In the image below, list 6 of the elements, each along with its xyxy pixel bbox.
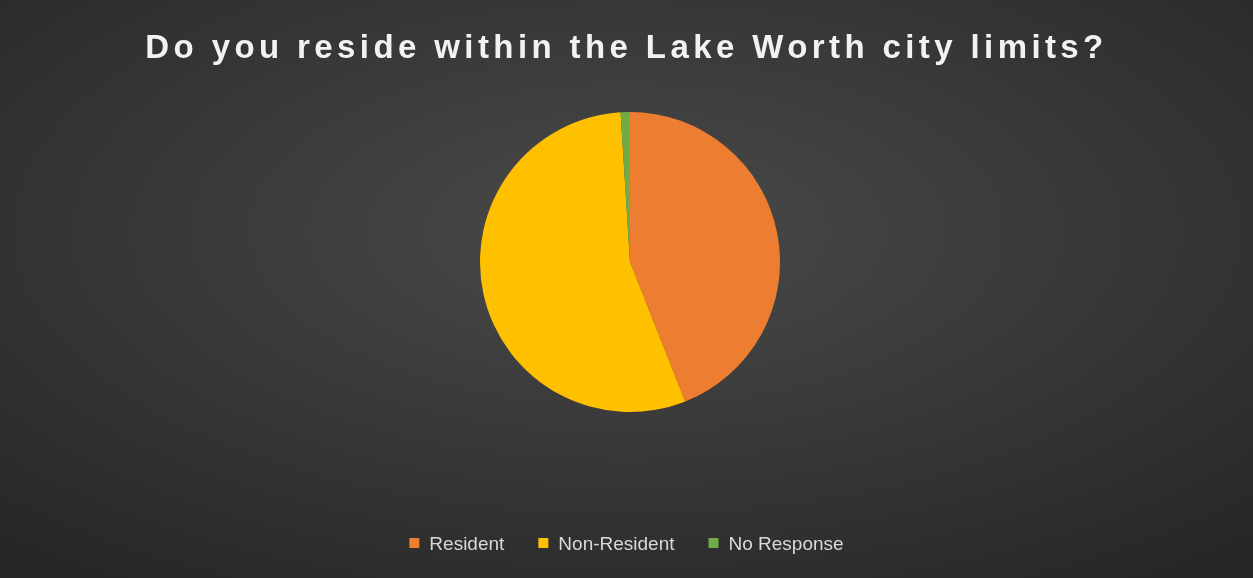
pie-slice bbox=[630, 112, 780, 402]
pie-slice bbox=[480, 112, 686, 412]
legend-label: Non-Resident bbox=[558, 532, 676, 554]
legend-label: No Response bbox=[728, 532, 844, 554]
chart-title: Do you reside within the Lake Worth city limits? bbox=[145, 28, 1108, 65]
legend-label: Resident bbox=[429, 532, 506, 554]
